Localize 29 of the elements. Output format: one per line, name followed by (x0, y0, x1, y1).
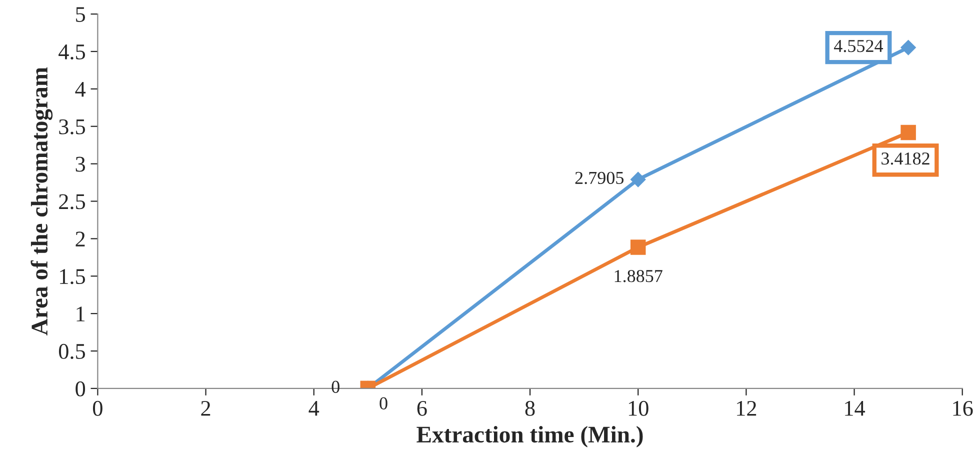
data-label: 2.7905 (575, 172, 624, 184)
y-tick-label: 2 (76, 232, 85, 246)
point (900, 40, 916, 56)
y-tick-label: 5 (76, 7, 86, 22)
x-tick-label: 10 (628, 400, 648, 416)
y-tick-label: 1 (76, 306, 85, 322)
point (900, 124, 916, 140)
y-tick-label: 3 (76, 156, 86, 172)
y-tick-label: 4.5 (58, 44, 86, 60)
x-tick-label: 8 (525, 400, 535, 416)
y-axis-title: Area of the chromatogram (30, 67, 53, 336)
y-tick-label: 2.5 (59, 194, 86, 210)
x-tick-label: 14 (845, 400, 866, 416)
point (630, 172, 646, 188)
y-tick-label: 0.5 (58, 344, 86, 360)
data-label: 3.4182 (882, 152, 930, 165)
x-axis-title: Extraction time (Min.) (416, 426, 643, 448)
y-tick-label: 4 (75, 82, 86, 97)
x-tick-label: 4 (308, 401, 320, 416)
data-label: 1.8857 (614, 270, 662, 282)
x-tick-label: 12 (737, 400, 756, 416)
y-tick-label: 1.5 (60, 269, 86, 284)
y-tick-label: 3.5 (59, 119, 86, 134)
x-tick-label: 16 (953, 400, 973, 416)
y-tick-label: 0 (76, 381, 86, 396)
x-tick-label: 6 (417, 400, 427, 416)
x-tick-label: 0 (92, 400, 102, 416)
data-label: 4.5524 (834, 40, 884, 52)
x-tick-label: 2 (201, 400, 210, 416)
